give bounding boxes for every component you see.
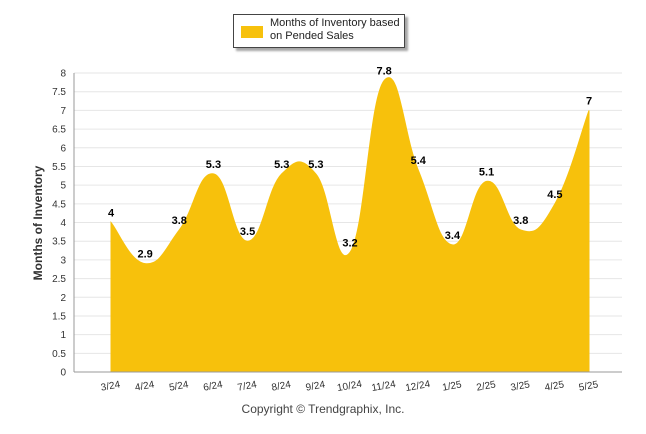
axes [73,73,622,373]
y-tick-label: 8 [60,69,66,80]
x-tick-label: 3/25 [510,379,532,393]
data-label: 4 [108,208,115,220]
data-label: 7 [586,95,592,107]
y-tick-label: 4 [60,218,66,229]
data-labels: 4 2.9 3.8 5.3 3.5 5.3 5.3 3.2 7.8 5.4 3.4 5.1 3.8 4.5… [108,65,592,260]
y-tick-label: 6.5 [52,125,66,136]
data-label: 2.9 [137,249,152,261]
x-tick-label: 4/25 [544,379,566,393]
y-tick-label: 1 [60,330,66,341]
y-tick-label: 5.5 [52,162,66,173]
data-label: 5.3 [206,159,221,171]
x-tick-label: 8/24 [271,379,293,393]
y-tick-label: 7.5 [52,87,66,98]
y-axis-title: Months of Inventory [31,165,45,281]
x-tick-label: 10/24 [336,379,363,394]
y-tick-label: 3.5 [52,237,66,248]
x-tick-label: 5/25 [578,379,600,393]
y-tick-label: 0 [60,368,66,379]
data-label: 7.8 [376,65,391,77]
data-label: 5.3 [308,159,323,171]
y-tick-label: 7 [60,106,66,117]
y-tick-label: 6 [60,143,66,154]
data-label: 3.8 [513,215,528,227]
y-tick-label: 1.5 [52,311,66,322]
data-label: 3.2 [342,237,357,249]
data-label: 3.5 [240,226,255,238]
data-label: 3.4 [445,230,461,242]
x-tick-label: 7/24 [237,379,259,393]
copyright-footer: Copyright © Trendgraphix, Inc. [241,402,405,416]
x-tick-label: 12/24 [405,379,432,394]
x-tick-label: 5/24 [168,379,190,393]
data-label: 5.4 [411,155,427,167]
x-tick-label: 2/25 [476,379,498,393]
area-series-fill [110,77,590,373]
y-tick-label: 2 [60,293,66,304]
data-label: 5.3 [274,159,289,171]
x-tick-label: 3/24 [100,379,122,393]
legend: Months of Inventory based on Pended Sale… [233,14,405,48]
y-tick-label: 5 [60,181,66,192]
x-tick-labels: 3/24 4/24 5/24 6/24 7/24 8/24 9/24 10/24 11/24 12… [100,379,600,394]
data-label: 5.1 [479,166,494,178]
x-tick-label: 6/24 [202,379,224,393]
y-tick-label: 3 [60,255,66,266]
y-tick-labels: 0 0.5 1 1.5 2 2.5 3 3.5 4 4.5 5 5.5 6 6.5 7 7.5 8 [52,69,66,379]
data-label: 3.8 [172,215,187,227]
data-label: 4.5 [547,189,562,201]
x-tick-label: 4/24 [134,379,156,393]
y-tick-label: 0.5 [52,349,66,360]
x-tick-label: 9/24 [305,379,327,393]
x-tick-label: 11/24 [371,379,397,394]
area-series [110,77,590,373]
y-tick-label: 4.5 [52,199,66,210]
legend-swatch [241,26,263,38]
y-tick-label: 2.5 [52,274,66,285]
x-tick-label: 1/25 [441,379,463,393]
legend-label: Months of Inventory based on Pended Sale… [270,17,400,42]
